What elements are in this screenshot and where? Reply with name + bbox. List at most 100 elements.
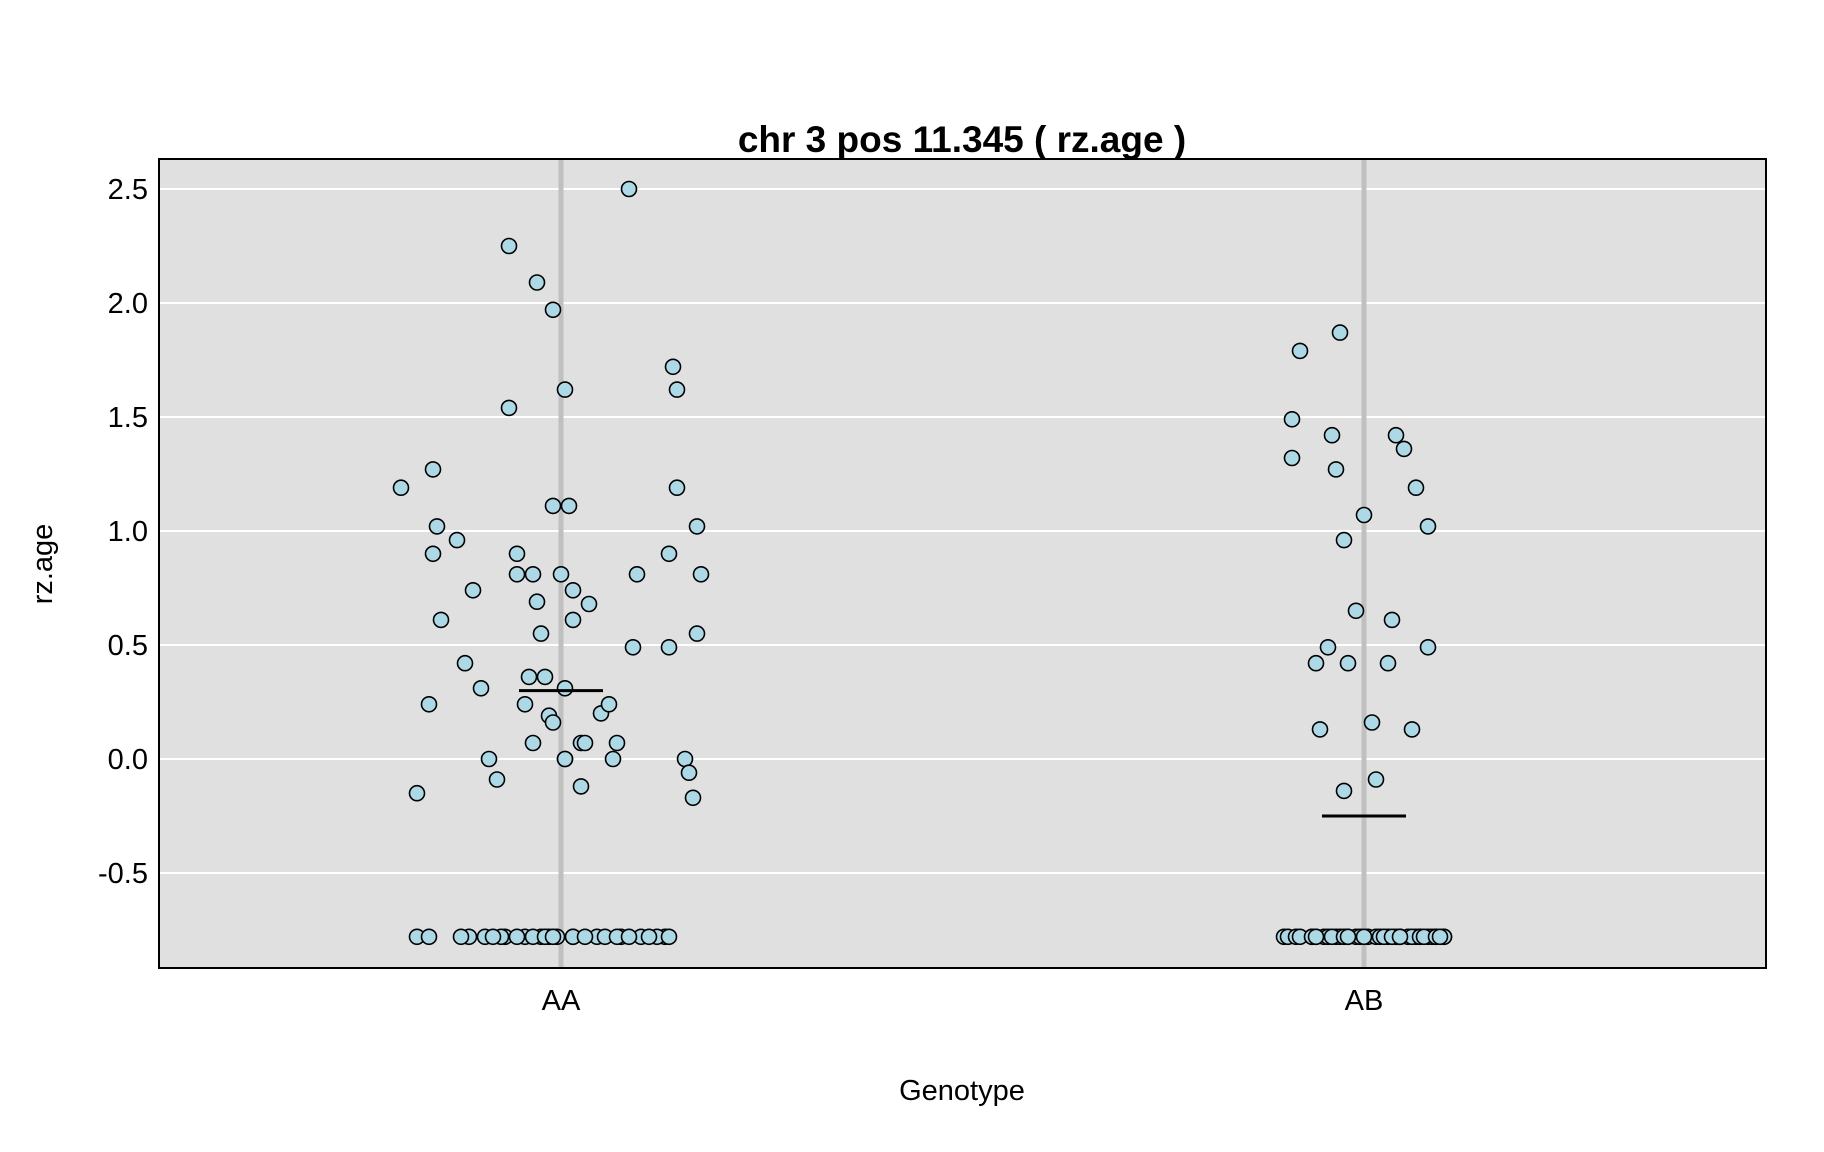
- gridlines: [159, 188, 1766, 874]
- data-point: [604, 750, 622, 768]
- data-point: [1335, 782, 1353, 800]
- data-point: [576, 734, 594, 752]
- data-point: [544, 301, 562, 319]
- data-point: [572, 778, 590, 795]
- data-point: [1283, 410, 1301, 428]
- data-point: [544, 497, 562, 515]
- x-axis-label: Genotype: [899, 1075, 1025, 1107]
- group-mean-lines: [519, 689, 1406, 818]
- data-point: [424, 545, 442, 563]
- chart-title: chr 3 pos 11.345 ( rz.age ): [738, 119, 1186, 160]
- data-point: [408, 784, 426, 802]
- data-point: [428, 518, 446, 535]
- data-point: [1291, 342, 1309, 360]
- data-point: [472, 679, 490, 697]
- data-point: [668, 479, 686, 497]
- data-point: [1339, 928, 1357, 946]
- data-point: [660, 638, 678, 656]
- data-point: [1327, 461, 1345, 478]
- x-tick-label: AB: [1345, 985, 1384, 1017]
- data-point: [1323, 426, 1341, 444]
- data-point: [532, 625, 550, 642]
- data-point: [620, 180, 638, 198]
- data-point: [1355, 506, 1373, 524]
- data-point: [452, 928, 470, 946]
- data-point: [556, 750, 574, 768]
- data-point: [1339, 654, 1357, 672]
- data-point: [628, 565, 646, 583]
- data-point: [524, 734, 542, 752]
- data-point: [640, 928, 658, 946]
- data-point: [684, 789, 702, 807]
- data-point: [1419, 638, 1437, 656]
- data-point: [528, 274, 546, 291]
- data-point: [1403, 721, 1421, 738]
- data-point: [660, 928, 678, 946]
- data-point: [456, 654, 474, 672]
- data-point: [488, 771, 506, 788]
- plot-frame: [158, 158, 1767, 969]
- data-point: [536, 668, 554, 686]
- y-tick-label: 1.0: [108, 516, 148, 548]
- data-point: [1347, 602, 1365, 620]
- data-point: [692, 565, 710, 583]
- data-point: [1311, 721, 1329, 738]
- data-point: [1335, 531, 1353, 549]
- data-point: [564, 611, 582, 629]
- data-point: [420, 928, 438, 946]
- data-point: [1407, 479, 1425, 497]
- y-tick-label: 0.5: [108, 630, 148, 662]
- data-point: [620, 928, 638, 946]
- y-tick-label: 0.0: [108, 744, 148, 776]
- data-point: [1331, 324, 1349, 341]
- data-point: [424, 461, 442, 478]
- data-point: [624, 638, 642, 656]
- data-point: [464, 581, 482, 599]
- data-point: [580, 595, 598, 613]
- data-point: [420, 695, 438, 713]
- data-point: [1387, 426, 1405, 444]
- data-point: [688, 518, 706, 535]
- data-point: [484, 928, 502, 946]
- data-point: [676, 750, 694, 768]
- data-point: [544, 714, 562, 731]
- data-points: [392, 180, 1453, 946]
- data-point: [668, 381, 686, 398]
- data-point: [508, 928, 526, 946]
- data-point: [500, 237, 518, 255]
- y-axis-label: rz.age: [27, 524, 59, 605]
- data-point: [516, 695, 534, 713]
- data-point: [564, 581, 582, 599]
- data-point: [600, 695, 618, 713]
- x-tick-label: AA: [542, 985, 581, 1017]
- genotype-center-lines: [558, 159, 1367, 968]
- y-tick-label: 1.5: [108, 402, 148, 434]
- data-point: [1391, 928, 1409, 946]
- data-point: [664, 358, 682, 376]
- data-point: [500, 399, 518, 417]
- data-point: [524, 565, 542, 583]
- plot-area-background: [159, 159, 1766, 968]
- data-point: [544, 928, 562, 946]
- data-point: [520, 668, 538, 686]
- data-point: [480, 750, 498, 768]
- data-point: [1355, 928, 1373, 946]
- data-point: [432, 611, 450, 629]
- data-point: [556, 381, 574, 398]
- data-point: [1431, 928, 1449, 946]
- data-point: [508, 545, 526, 563]
- data-point: [1395, 440, 1413, 458]
- data-point: [1307, 654, 1325, 672]
- data-point: [680, 764, 698, 782]
- data-point: [1307, 928, 1325, 946]
- data-point: [392, 479, 410, 497]
- data-point: [560, 497, 578, 515]
- data-point: [1283, 449, 1301, 467]
- data-point: [660, 545, 678, 563]
- data-point: [1419, 518, 1437, 535]
- data-point: [576, 928, 594, 946]
- y-tick-label: 2.5: [108, 174, 148, 206]
- x-axis-ticks: AA AB: [542, 985, 1384, 1017]
- data-point: [528, 593, 546, 611]
